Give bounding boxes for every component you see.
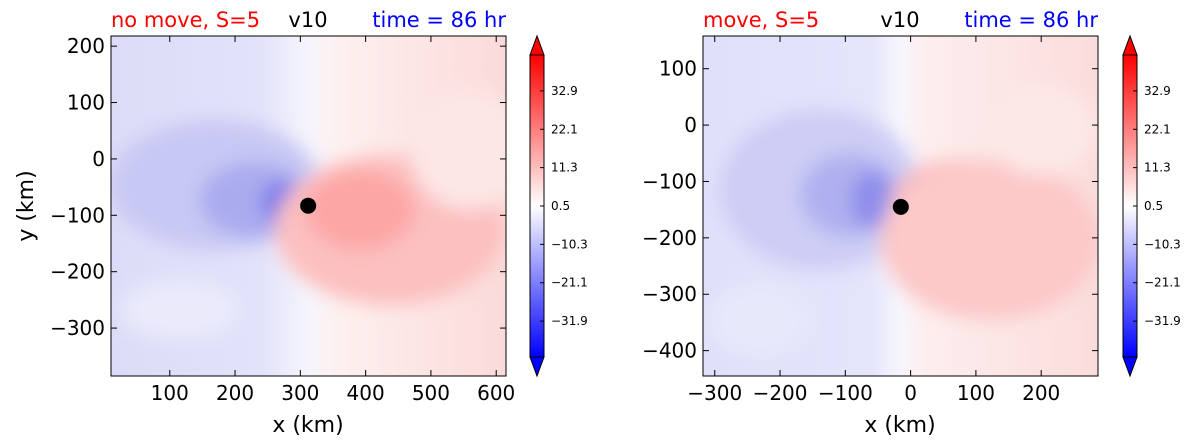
- colorbar-2-tick-label: −21.1: [1144, 276, 1181, 290]
- panel-move: move, S=5 v10 time = 86 hr −300 −200 −100 0…: [642, 8, 1099, 438]
- colorbar-1-tick-label: 32.9: [551, 84, 578, 98]
- panel2-x-tick-label: −300: [687, 381, 742, 405]
- panel1-y-tick-label: −100: [50, 203, 105, 227]
- panel-no-move: no move, S=5 v10 time = 86 hr 100 200 300 4…: [14, 8, 515, 438]
- colorbar-1-top-extend: [529, 34, 545, 56]
- panel1-y-tick-label: −200: [50, 260, 105, 284]
- panel2-x-tick-label: 100: [957, 381, 995, 405]
- panel1-y-tick-label: 100: [67, 91, 105, 115]
- colorbar-2-tick-label: −10.3: [1144, 237, 1181, 251]
- panel1-x-tick-label: 300: [281, 381, 319, 405]
- panel2-title-center: v10: [880, 8, 919, 32]
- panel1-x-tick-label: 400: [347, 381, 385, 405]
- colorbar-1: 32.9 22.1 11.3 0.5 −10.3 −21.1 −31.9: [529, 34, 588, 378]
- panel2-y-tick-label: −200: [642, 226, 697, 250]
- panel2-axes-frame: [702, 35, 1099, 377]
- panel1-y-tick-label: 200: [67, 34, 105, 58]
- panel2-x-tick-label: −200: [753, 381, 808, 405]
- panel1-title-right: time = 86 hr: [372, 8, 506, 32]
- panel1-contour-field: [111, 36, 506, 376]
- panel1-axes-frame: [110, 35, 507, 377]
- colorbar-2-top-extend: [1122, 34, 1138, 56]
- panel1-center-marker: [300, 197, 317, 214]
- panel1-x-tick-label: 200: [216, 381, 254, 405]
- colorbar-2: 32.9 22.1 11.3 0.5 −10.3 −21.1 −31.9: [1122, 34, 1181, 378]
- panel2-y-tick-label: 0: [684, 113, 697, 137]
- panel2-x-tick-label: −100: [818, 381, 873, 405]
- panel2-y-tick-label: −300: [642, 282, 697, 306]
- colorbar-1-tick-label: −31.9: [551, 314, 588, 328]
- panel1-x-tick-label: 500: [412, 381, 450, 405]
- colorbar-2-tick-label: 0.5: [1144, 199, 1163, 213]
- panel1-x-tick-label: 100: [151, 381, 189, 405]
- colorbar-1-tick-label: 22.1: [551, 122, 578, 136]
- panel2-title-left: move, S=5: [703, 8, 819, 32]
- colorbar-1-tick-label: 11.3: [551, 161, 578, 175]
- colorbar-1-tick-label: −21.1: [551, 276, 588, 290]
- colorbar-2-tick-label: 32.9: [1144, 84, 1171, 98]
- colorbar-1-bottom-extend: [529, 356, 545, 378]
- colorbar-1-tick-label: −10.3: [551, 237, 588, 251]
- panel2-x-tick-label: 200: [1022, 381, 1060, 405]
- panel2-title-right: time = 86 hr: [964, 8, 1098, 32]
- colorbar-2-tick-label: 11.3: [1144, 161, 1171, 175]
- panel2-x-tick-label: 0: [904, 381, 917, 405]
- panel2-y-tick-label: 100: [659, 57, 697, 81]
- panel1-x-axis-label: x (km): [272, 413, 343, 438]
- panel2-center-marker: [892, 198, 909, 215]
- panel2-y-tick-label: −100: [642, 169, 697, 193]
- colorbar-2-tick-label: 22.1: [1144, 122, 1171, 136]
- panel1-title-left: no move, S=5: [111, 8, 260, 32]
- colorbar-2-bottom-extend: [1122, 356, 1138, 378]
- panel1-y-tick-label: −300: [50, 316, 105, 340]
- panel1-y-tick-label: 0: [92, 147, 105, 171]
- colorbar-1-tick-label: 0.5: [551, 199, 570, 213]
- panel1-title-center: v10: [288, 8, 327, 32]
- panel1-y-axis-label: y (km): [14, 170, 39, 241]
- colorbar-2-tick-label: −31.9: [1144, 314, 1181, 328]
- panel1-x-tick-label: 600: [477, 381, 515, 405]
- panel2-y-tick-label: −400: [642, 339, 697, 363]
- panel2-x-axis-label: x (km): [864, 413, 935, 438]
